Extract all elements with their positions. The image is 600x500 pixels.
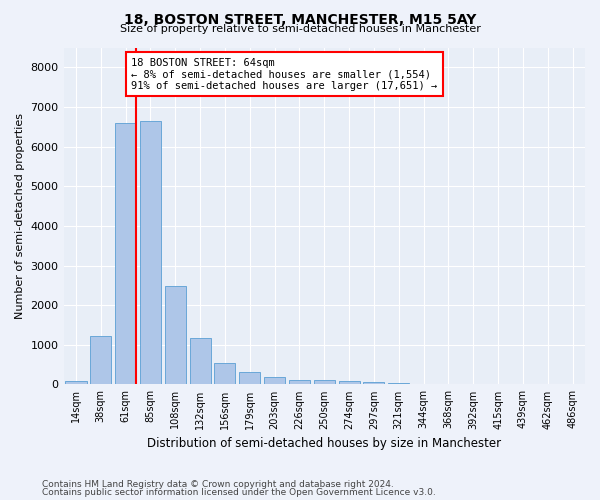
Bar — [264, 378, 285, 384]
Bar — [214, 362, 235, 384]
Bar — [115, 123, 136, 384]
Bar — [338, 382, 359, 384]
Bar — [90, 336, 112, 384]
Bar — [364, 382, 385, 384]
Text: Size of property relative to semi-detached houses in Manchester: Size of property relative to semi-detach… — [119, 24, 481, 34]
Text: 18 BOSTON STREET: 64sqm
← 8% of semi-detached houses are smaller (1,554)
91% of : 18 BOSTON STREET: 64sqm ← 8% of semi-det… — [131, 58, 437, 91]
Text: 18, BOSTON STREET, MANCHESTER, M15 5AY: 18, BOSTON STREET, MANCHESTER, M15 5AY — [124, 12, 476, 26]
Bar — [239, 372, 260, 384]
Text: Contains HM Land Registry data © Crown copyright and database right 2024.: Contains HM Land Registry data © Crown c… — [42, 480, 394, 489]
X-axis label: Distribution of semi-detached houses by size in Manchester: Distribution of semi-detached houses by … — [147, 437, 502, 450]
Bar — [140, 121, 161, 384]
Bar — [190, 338, 211, 384]
Y-axis label: Number of semi-detached properties: Number of semi-detached properties — [15, 113, 25, 319]
Bar — [289, 380, 310, 384]
Text: Contains public sector information licensed under the Open Government Licence v3: Contains public sector information licen… — [42, 488, 436, 497]
Bar — [314, 380, 335, 384]
Bar — [165, 286, 186, 384]
Bar — [65, 382, 86, 384]
